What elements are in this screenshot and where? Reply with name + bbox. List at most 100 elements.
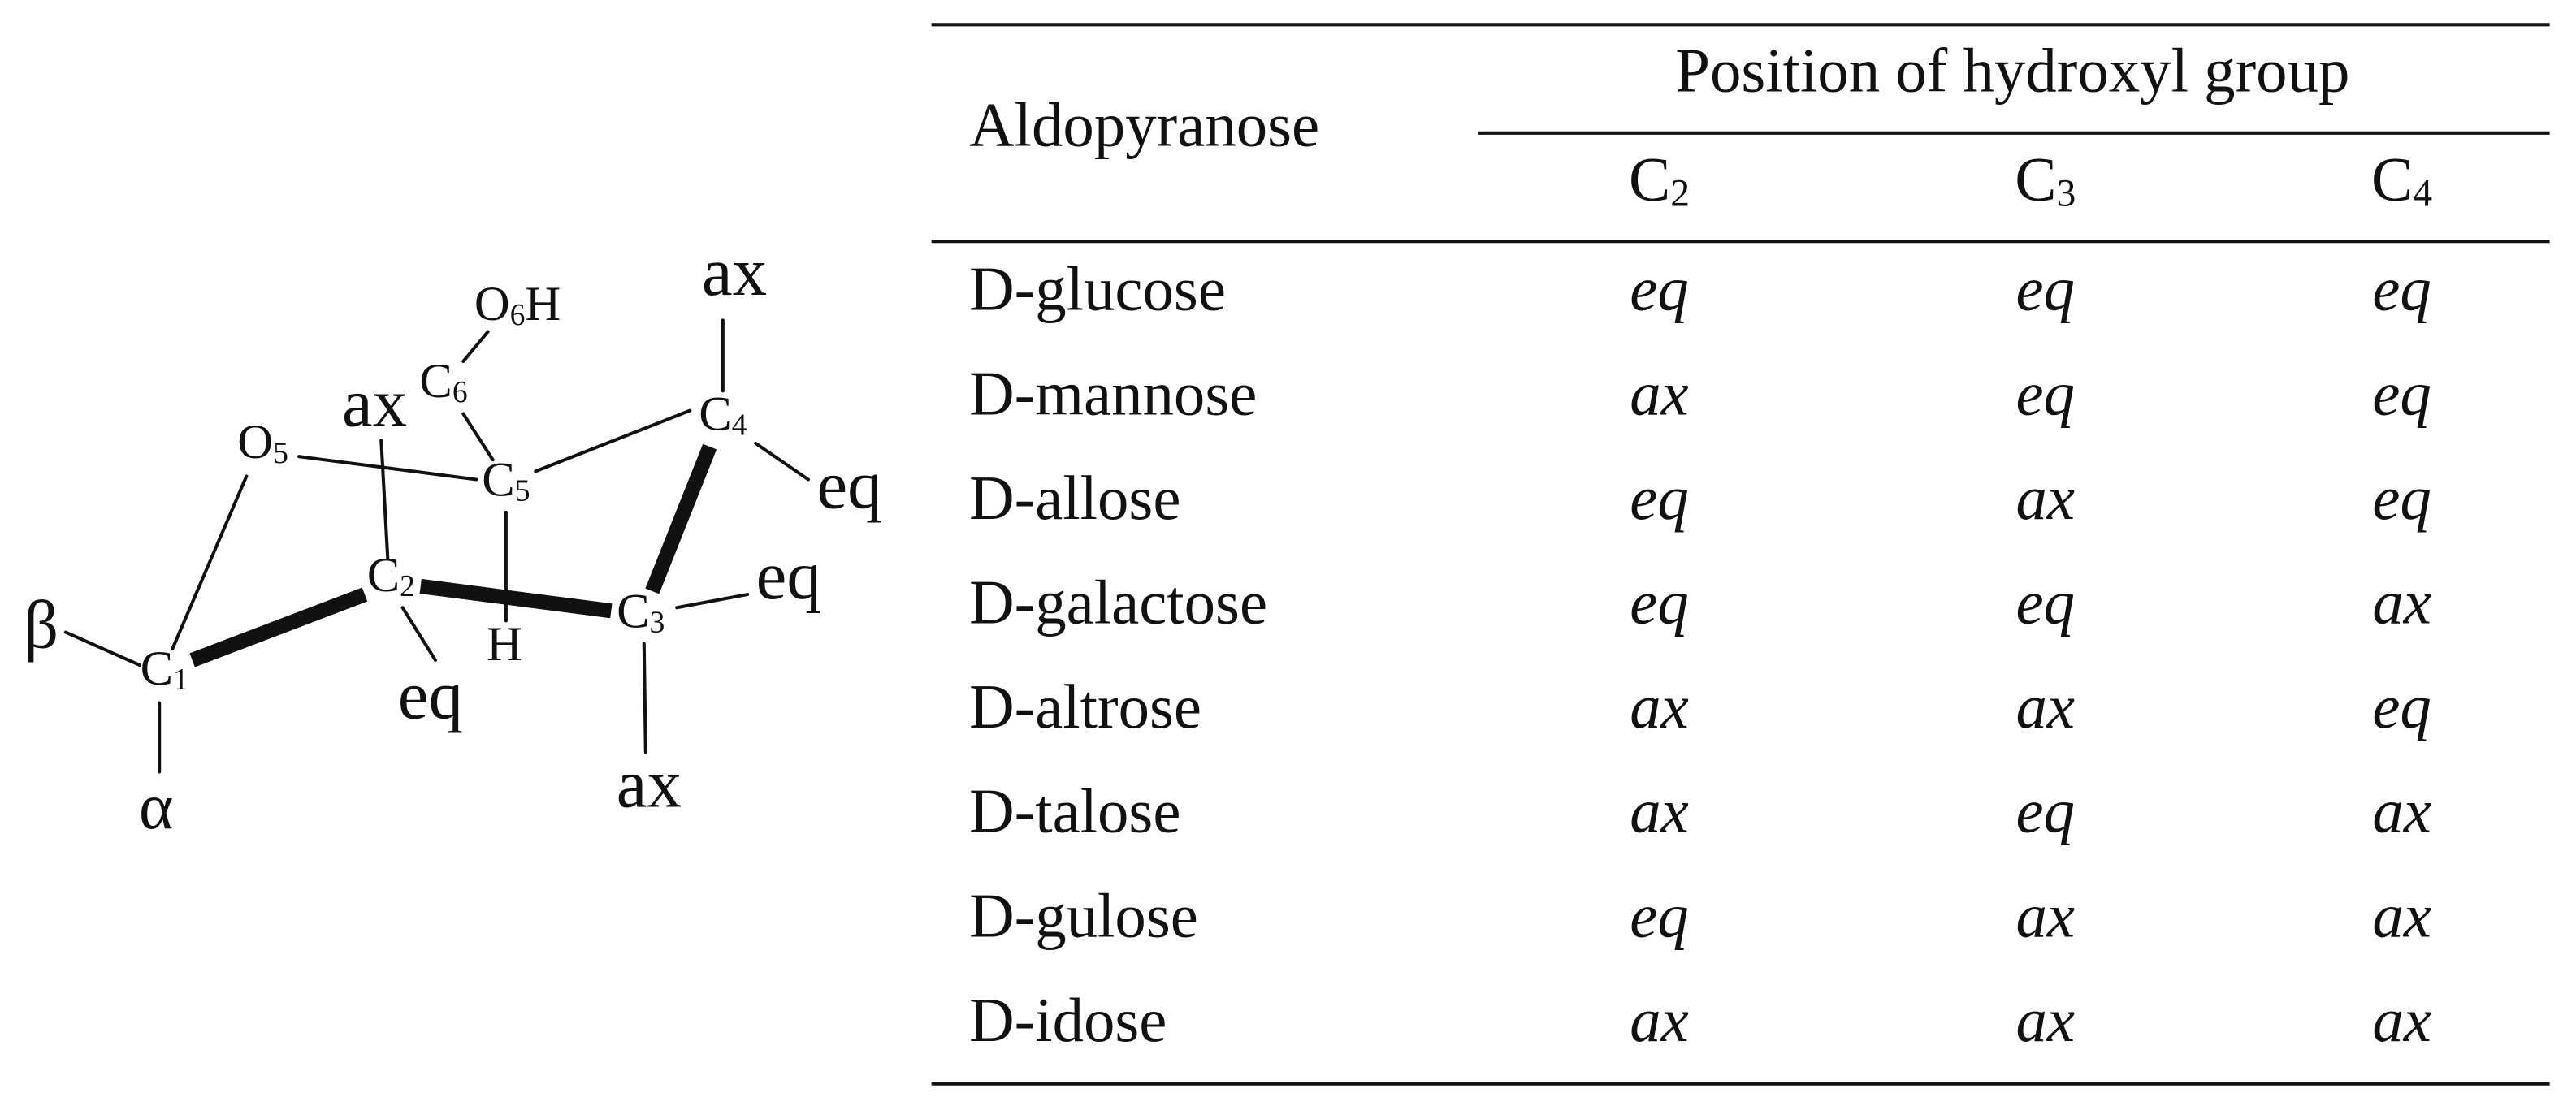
row-name: D-glucose [969,255,1226,324]
cell: ax [1630,777,1689,846]
subscript: 1 [173,663,188,697]
cell: eq [2372,255,2431,324]
bond [379,438,390,560]
cell: eq [1630,255,1689,324]
group-header: Position of hydroxyl group [1675,37,2349,106]
bond [645,443,717,594]
atom-label: C6 [419,354,467,409]
atom-label: C3 [2015,145,2076,214]
atom-label: β [24,587,58,663]
symbol: ax [342,365,407,442]
bond [675,593,750,610]
bond [754,441,811,482]
subscript: 6 [510,298,526,332]
bond [534,408,692,473]
atom-label: C2 [1629,145,1690,214]
cell: ax [2016,986,2076,1055]
symbol: eq [816,447,881,524]
bond [419,578,613,619]
atom-label: O6H [474,277,561,332]
bond [400,606,437,662]
atom-label: eq [756,538,821,614]
symbol: C [1629,145,1670,214]
subscript: 2 [1670,172,1690,214]
cell: eq [2016,359,2076,428]
cell: ax [2372,986,2431,1055]
cell: ax [2372,881,2431,950]
row-name: D-gulose [969,881,1198,950]
atom-label: ax [617,746,682,823]
atom-label: C4 [699,387,747,443]
bond [461,330,490,363]
subscript: 3 [2056,172,2076,214]
subscript: 2 [400,568,415,603]
symbol: C [699,387,731,442]
atom-label: C3 [617,584,665,639]
atom-label: C2 [367,548,415,603]
atom-label: C1 [141,642,188,697]
atom-label: C5 [482,452,530,508]
atom-label: ax [702,234,767,310]
cell: eq [2016,568,2076,637]
cell: ax [2016,881,2076,950]
atom-label: H [487,617,522,672]
atom-label: O5 [237,415,288,470]
row-name: D-idose [969,986,1167,1055]
bond [189,587,368,667]
atom-label: ax [342,365,407,442]
subscript: 5 [515,473,530,508]
bond [461,412,495,462]
cell: ax [1630,359,1689,428]
bond [297,455,478,482]
symbol: eq [756,538,821,614]
symbol: H [487,617,522,672]
subscript: 6 [452,375,468,409]
symbol: O [237,415,273,469]
symbol: C [419,354,452,408]
symbol: eq [398,658,463,734]
row-header: Aldopyranose [969,90,1319,159]
symbol: C [617,584,649,638]
symbol: α [139,771,173,843]
subscript: 5 [273,436,288,470]
cell: eq [2372,359,2431,428]
cell: ax [2372,777,2431,846]
subscript: 4 [2413,172,2432,214]
symbol: ax [617,746,682,823]
cell: ax [2016,464,2076,533]
bond [642,642,647,754]
atom-label: C4 [2371,145,2432,214]
suffix: H [525,277,561,331]
cell: eq [1630,464,1689,533]
row-name: D-allose [969,464,1180,533]
row-name: D-mannose [969,359,1257,428]
subscript: 4 [732,408,747,442]
symbol: ax [702,234,767,310]
symbol: β [24,587,58,663]
atom-label: eq [816,447,881,524]
cell: eq [2372,464,2431,533]
row-name: D-altrose [969,672,1201,741]
symbol: C [367,548,400,603]
cell: eq [2016,255,2076,324]
row-name: D-galactose [969,568,1267,637]
cell: eq [2016,777,2076,846]
bond [63,630,141,667]
symbol: C [482,452,514,507]
subscript: 3 [650,605,665,639]
cell: ax [2016,672,2076,741]
cell: ax [1630,672,1689,741]
cell: ax [1630,986,1689,1055]
row-name: D-talose [969,777,1180,846]
symbol: C [2371,145,2413,214]
cell: ax [2372,568,2431,637]
chair-bonds [63,318,811,774]
cell: eq [1630,881,1689,950]
cell: eq [1630,568,1689,637]
symbol: O [474,277,510,331]
symbol: C [2015,145,2056,214]
cell: eq [2372,672,2431,741]
atom-label: eq [398,658,463,734]
